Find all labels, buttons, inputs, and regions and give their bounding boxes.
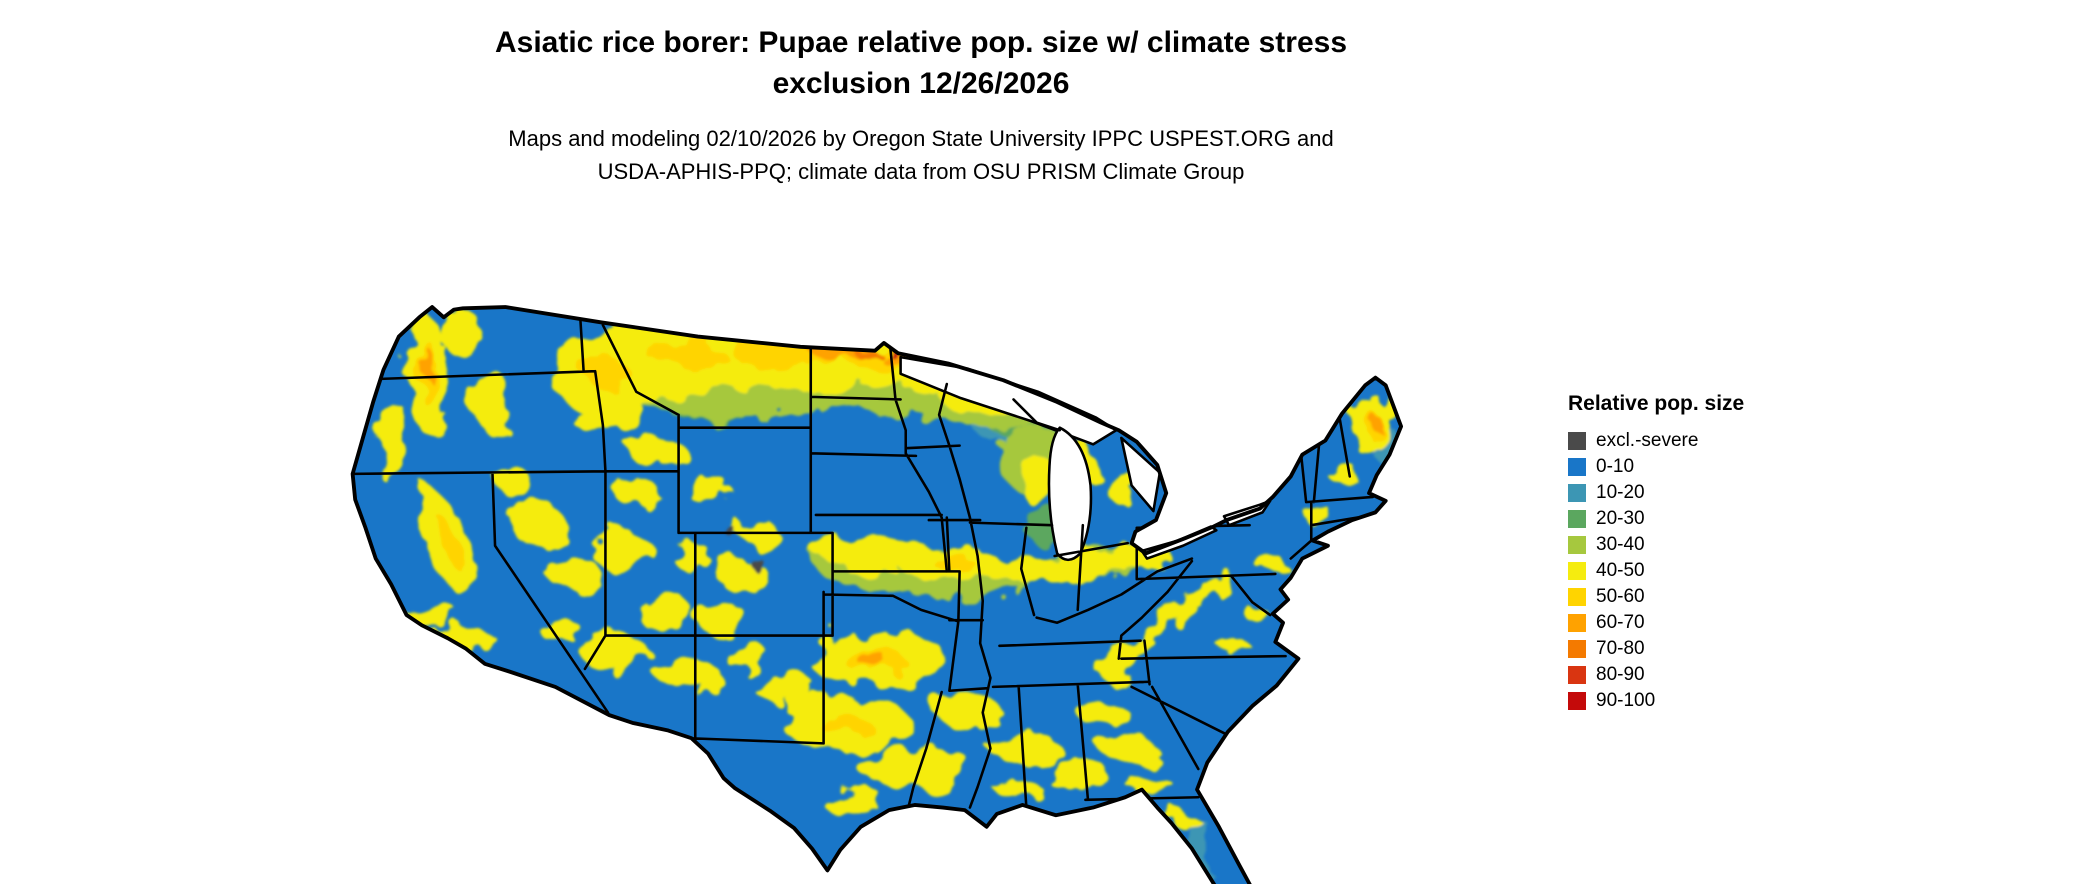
legend-item: 30-40 bbox=[1568, 532, 1744, 558]
figure-subtitle: Maps and modeling 02/10/2026 by Oregon S… bbox=[0, 122, 1842, 188]
figure-title: Asiatic rice borer: Pupae relative pop. … bbox=[0, 22, 1842, 105]
title-line-2: exclusion 12/26/2026 bbox=[772, 67, 1070, 101]
title-line-1: Asiatic rice borer: Pupae relative pop. … bbox=[494, 26, 1348, 59]
legend-item: 20-30 bbox=[1568, 506, 1744, 532]
legend-item: 40-50 bbox=[1568, 558, 1744, 584]
legend-swatch bbox=[1568, 614, 1586, 632]
legend-item: 50-60 bbox=[1568, 584, 1744, 610]
legend-item: 80-90 bbox=[1568, 662, 1744, 688]
legend-item: 70-80 bbox=[1568, 636, 1744, 662]
legend-label: 60-70 bbox=[1596, 612, 1645, 633]
legend-swatch bbox=[1568, 562, 1586, 580]
legend-label: excl.-severe bbox=[1596, 430, 1699, 451]
lake-huron bbox=[1120, 436, 1162, 513]
legend-label: 0-10 bbox=[1596, 456, 1635, 477]
legend-label: 40-50 bbox=[1596, 560, 1645, 581]
legend-swatch bbox=[1568, 458, 1586, 476]
legend-swatch bbox=[1568, 510, 1586, 528]
legend-label: 30-40 bbox=[1596, 534, 1645, 555]
us-outline bbox=[350, 305, 1404, 884]
subtitle-line-1: Maps and modeling 02/10/2026 by Oregon S… bbox=[508, 126, 1334, 151]
legend-item: excl.-severe bbox=[1568, 428, 1744, 454]
legend-swatch bbox=[1568, 536, 1586, 554]
legend: Relative pop. size excl.-severe 0-10 10-… bbox=[1568, 392, 1744, 714]
legend-label: 70-80 bbox=[1596, 638, 1645, 659]
legend-item: 10-20 bbox=[1568, 480, 1744, 506]
legend-swatch bbox=[1568, 484, 1586, 502]
legend-swatch bbox=[1568, 588, 1586, 606]
legend-label: 20-30 bbox=[1596, 508, 1645, 529]
legend-swatch bbox=[1568, 692, 1586, 710]
subtitle-line-2: USDA-APHIS-PPQ; climate data from OSU PR… bbox=[597, 159, 1245, 184]
us-population-map bbox=[300, 228, 1532, 884]
lake-michigan bbox=[1047, 426, 1093, 562]
legend-label: 90-100 bbox=[1596, 690, 1656, 711]
state-borders bbox=[352, 308, 1375, 809]
legend-item: 60-70 bbox=[1568, 610, 1744, 636]
legend-label: 10-20 bbox=[1596, 482, 1645, 503]
map-raster bbox=[352, 307, 1402, 884]
legend-swatch bbox=[1568, 432, 1586, 450]
legend-swatch bbox=[1568, 666, 1586, 684]
legend-item: 0-10 bbox=[1568, 454, 1744, 480]
legend-label: 80-90 bbox=[1596, 664, 1645, 685]
legend-title: Relative pop. size bbox=[1568, 392, 1745, 415]
legend-item: 90-100 bbox=[1568, 688, 1744, 714]
legend-swatch bbox=[1568, 640, 1586, 658]
legend-label: 50-60 bbox=[1596, 586, 1645, 607]
map-svg bbox=[350, 305, 1404, 884]
